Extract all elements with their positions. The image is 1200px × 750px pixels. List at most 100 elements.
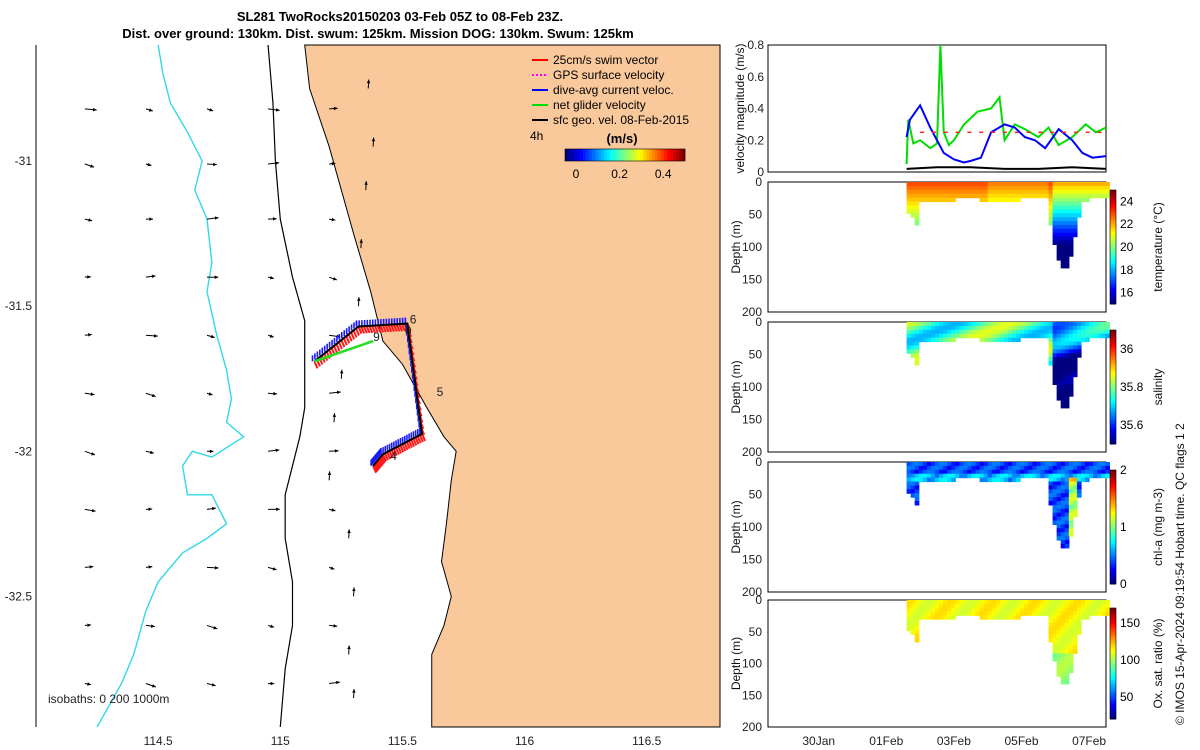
section-cell (922, 193, 928, 199)
section-cell (1060, 403, 1066, 409)
section-cell (1003, 477, 1009, 483)
section-cell (1097, 611, 1102, 616)
section-cell (955, 325, 960, 331)
section-cell (1072, 645, 1078, 651)
swim-vector (408, 440, 413, 449)
section-cell (987, 185, 993, 191)
section-cell (959, 600, 964, 605)
section-cell (1064, 645, 1070, 651)
section-cell (1076, 201, 1082, 206)
section-colorbar-cell (1110, 389, 1116, 393)
section-cell (947, 322, 952, 327)
section-cell (930, 611, 936, 616)
section-cell (906, 341, 912, 346)
section-cell (1068, 372, 1074, 378)
section-colorbar-cell (1110, 215, 1116, 218)
section-cell (951, 607, 956, 613)
section-colorbar-cell (1110, 235, 1116, 239)
section-cell (1016, 607, 1021, 613)
section-cell (1056, 197, 1062, 203)
section-cell (943, 325, 948, 331)
section-colorbar-tick: 35.6 (1120, 418, 1144, 432)
section-cell (926, 197, 932, 203)
section-colorbar-cell (1110, 694, 1116, 698)
section-colorbar-cell (1110, 520, 1116, 523)
section-colorbar-cell (1110, 524, 1116, 528)
swim-vector (399, 444, 405, 453)
section-cell (1080, 322, 1086, 327)
section-cell (910, 626, 916, 632)
section-cell (991, 603, 997, 609)
section-cell (1060, 380, 1066, 385)
velocity-arrowhead (147, 162, 152, 167)
section-colorbar-cell (1110, 476, 1116, 480)
section-colorbar-cell (1110, 522, 1116, 526)
section-cell (1085, 333, 1090, 339)
section-colorbar-cell (1110, 336, 1116, 340)
section-cell (1048, 217, 1054, 222)
velocity-arrowhead (149, 217, 153, 221)
section-cell (910, 345, 916, 350)
section-cell (1024, 600, 1029, 605)
section-cell (939, 600, 944, 605)
section-cell (914, 341, 920, 346)
section-cell (987, 333, 993, 339)
section-cell (1052, 504, 1058, 510)
section-cell (987, 469, 993, 475)
section-cell (1064, 217, 1070, 222)
section-cell (910, 193, 916, 199)
section-cell (1012, 333, 1017, 339)
section-cell (1012, 185, 1017, 191)
legend-label: GPS surface velocity (553, 68, 664, 82)
section-cell (934, 189, 940, 195)
section-cell (991, 337, 997, 343)
section-cell (934, 615, 940, 620)
section-cell (1016, 611, 1021, 616)
section-cell (1080, 607, 1086, 613)
section-cell (1056, 353, 1062, 358)
section-colorbar-cell (1110, 574, 1116, 578)
section-cell (959, 607, 964, 613)
legend-label: sfc geo. vel. 08-Feb-2015 (553, 113, 689, 127)
section-colorbar-cell (1110, 714, 1116, 718)
section-cell (1076, 185, 1082, 191)
section-cell (910, 469, 916, 475)
section-cell (1052, 333, 1058, 339)
section-cell (1060, 197, 1066, 203)
section-cell (979, 182, 985, 187)
section-cell (914, 489, 920, 494)
section-colorbar-cell (1110, 382, 1116, 386)
section-cell (1052, 337, 1058, 343)
track-label: 9 (373, 330, 380, 344)
section-cell (967, 185, 973, 191)
section-cell (1048, 322, 1054, 327)
section-colorbar-cell (1110, 226, 1116, 230)
section-colorbar-cell (1110, 343, 1116, 347)
track-label: 0 (405, 324, 412, 338)
swim-vector (395, 323, 401, 332)
section-cell (943, 329, 948, 335)
section-cell (1097, 322, 1102, 327)
colorbar-cell (574, 149, 578, 161)
section-cell (975, 462, 981, 467)
section-cell (1068, 185, 1074, 191)
section-cell (939, 611, 944, 616)
section-cell (947, 193, 952, 199)
section-cell (922, 469, 928, 475)
velocity-arrowhead (209, 449, 214, 454)
section-cell (914, 603, 920, 609)
section-cell (991, 600, 997, 605)
section-cell (1060, 520, 1066, 525)
section-cell (1056, 615, 1062, 620)
section-cell (1032, 322, 1037, 327)
section-cell (971, 462, 977, 467)
section-colorbar-cell (1110, 497, 1116, 501)
section-cell (914, 497, 920, 502)
section-cell (1068, 615, 1074, 620)
section-cell (951, 325, 956, 331)
section-cell (983, 185, 989, 191)
section-cell (1003, 615, 1009, 620)
section-colorbar-cell (1110, 217, 1116, 221)
section-cell (959, 182, 964, 187)
section-cell (1064, 680, 1070, 685)
